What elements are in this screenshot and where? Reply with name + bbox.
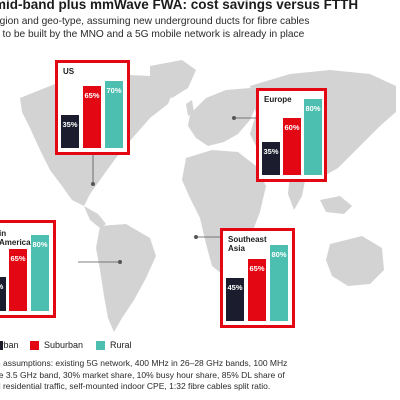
chart-subtitle: egion and geo-type, assuming new undergr… [0, 16, 309, 41]
panel-southeast-asia-label-line2: Asia [228, 244, 245, 253]
australia-landmass [326, 236, 384, 286]
panel-southeast-asia-label-line1: Southeast [228, 235, 267, 244]
bar-label: 65% [249, 264, 265, 273]
bar-us-urban: 35% [61, 115, 79, 148]
legend-label-urban: Jrban [0, 340, 19, 350]
central-america-landmass [84, 206, 106, 228]
bar-label: 65% [10, 254, 26, 263]
panel-us: US 35% 65% 70% [55, 60, 130, 155]
legend-label-rural: Rural [110, 340, 132, 350]
bar-label: 70% [106, 86, 122, 95]
footnote: in assumptions: existing 5G network, 400… [0, 358, 287, 393]
bar-europe-urban: 35% [262, 142, 280, 175]
panel-southeast-asia: Southeast Asia 45% 65% 80% [220, 228, 295, 328]
subtitle-line: egion and geo-type, assuming new undergr… [0, 16, 310, 27]
uk-landmass [186, 100, 194, 116]
bar-latam-urban: % [0, 277, 6, 311]
south-america-landmass [96, 224, 156, 332]
bar-sea-suburban: 65% [248, 259, 266, 321]
southeast-asia-islands [320, 196, 352, 214]
bar-label: 80% [271, 250, 287, 259]
bar-label: 80% [32, 240, 48, 249]
greenland-landmass [150, 60, 196, 98]
bar-europe-suburban: 60% [283, 118, 301, 175]
bar-sea-urban: 45% [226, 278, 244, 321]
bar-europe-rural: 80% [304, 99, 322, 175]
connector-latam-dot [118, 259, 123, 264]
bar-latam-suburban: 65% [9, 249, 27, 311]
panel-latin-america-label-line1: in [0, 229, 7, 238]
panel-latin-america-label-line2: America [0, 238, 31, 247]
bar-label: 80% [305, 104, 321, 113]
legend-label-suburban: Suburban [44, 340, 84, 350]
bar-latam-rural: 80% [31, 235, 49, 311]
bar-us-rural: 70% [105, 81, 123, 148]
panel-us-label: US [63, 67, 75, 76]
bar-label: 45% [227, 283, 243, 292]
bar-label: 60% [284, 123, 300, 132]
legend-swatch-urban [0, 341, 3, 350]
panel-southeast-asia-label: Southeast Asia [228, 235, 267, 253]
connector-sea-dot [193, 234, 198, 239]
chart-title: mid-band plus mmWave FWA: cost savings v… [0, 0, 359, 12]
legend-swatch-rural [96, 341, 105, 350]
bar-label: % [0, 282, 6, 291]
panel-europe-label: Europe [264, 95, 292, 104]
connector-us-dot [91, 181, 96, 186]
bar-label: 35% [263, 147, 279, 156]
footnote-line: he 3.5 GHz band, 30% market share, 10% b… [0, 369, 285, 380]
subtitle-line: d to be built by the MNO and a 5G mobile… [0, 28, 305, 40]
panel-europe: Europe 35% 60% 80% [256, 88, 327, 182]
panel-latin-america-label: in America [0, 229, 31, 247]
europe-landmass [188, 88, 258, 146]
legend-swatch-suburban [30, 341, 39, 350]
footnote-line: al residential traffic, self-mounted ind… [0, 381, 271, 391]
bar-label: 65% [84, 91, 100, 100]
bar-us-suburban: 65% [83, 86, 101, 148]
footnote-line: in assumptions: existing 5G network, 400… [0, 358, 288, 368]
connector-europe-dot [231, 116, 236, 121]
bar-label: 35% [62, 120, 78, 129]
panel-latin-america: in America % 65% 80% [0, 220, 56, 318]
bar-sea-rural: 80% [270, 245, 288, 321]
